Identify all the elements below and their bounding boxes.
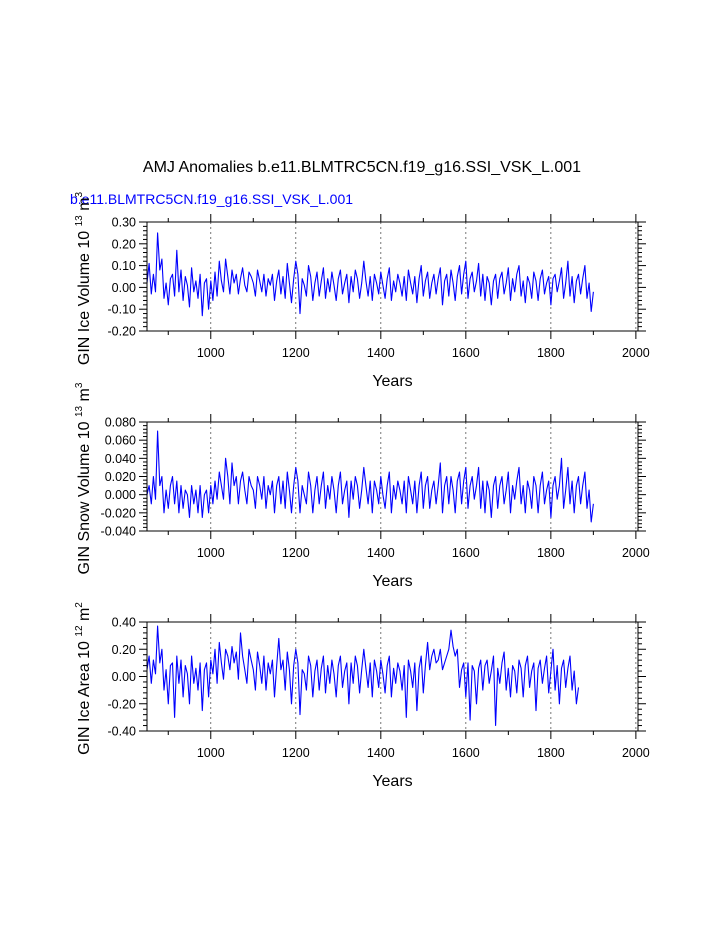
y-tick-label: 0.080 <box>105 416 136 430</box>
x-tick-label: 1800 <box>537 746 565 760</box>
x-tick-label: 1000 <box>197 346 225 360</box>
y-tick-label: 0.00 <box>112 670 136 684</box>
y-tick-label: 0.20 <box>112 643 136 657</box>
y-axis-title: GIN Ice Area 10 12 m2 <box>74 602 93 755</box>
series-line <box>146 430 594 523</box>
series-line <box>146 232 594 317</box>
y-tick-label: 0.020 <box>105 470 136 484</box>
x-tick-label: 1000 <box>197 746 225 760</box>
y-tick-label: -0.10 <box>108 303 137 317</box>
y-tick-label: 0.40 <box>112 616 136 630</box>
x-tick-label: 2000 <box>622 546 650 560</box>
x-tick-label: 1200 <box>282 346 310 360</box>
y-tick-label: 0.000 <box>105 488 136 502</box>
chart-panels: 1000 1200 1400 1600 1800 2000 -0.20 -0.10 0.00 0.… <box>74 191 650 790</box>
x-tick-label: 1600 <box>452 346 480 360</box>
chart-panel-1: 1000 1200 1400 1600 1800 2000 -0.20 -0.10 0.00 0.… <box>74 191 650 390</box>
y-tick-label: -0.040 <box>101 525 136 539</box>
x-tick-label: 1800 <box>537 346 565 360</box>
y-tick-label: 0.00 <box>112 281 136 295</box>
x-tick-label: 1000 <box>197 546 225 560</box>
y-tick-label: 0.060 <box>105 434 136 448</box>
y-tick-label: -0.40 <box>108 725 137 739</box>
figure-title: AMJ Anomalies b.e11.BLMTRC5CN.f19_g16.SS… <box>143 159 581 176</box>
chart-panel-2: 1000 1200 1400 1600 1800 2000 -0.040 -0.020 0.00… <box>74 382 650 590</box>
plot-frame <box>146 221 639 332</box>
y-tick-label: -0.20 <box>108 325 137 339</box>
y-tick-label: -0.020 <box>101 506 136 520</box>
y-axis-title: GIN Snow Volume 10 13 m3 <box>74 382 93 574</box>
x-tick-label: 1200 <box>282 546 310 560</box>
x-axis-title: Years <box>372 573 412 590</box>
y-tick-label: 0.10 <box>112 259 136 273</box>
x-tick-label: 1400 <box>367 346 395 360</box>
plot-frame <box>146 421 639 532</box>
x-tick-label: 1600 <box>452 746 480 760</box>
y-axis-title: GIN Ice Volume 10 13 m3 <box>74 191 93 365</box>
y-tick-label: -0.20 <box>108 697 137 711</box>
y-tick-label: 0.040 <box>105 452 136 466</box>
chart-panel-3: 1000 1200 1400 1600 1800 2000 -0.40 -0.20 0.00 0.… <box>74 602 650 790</box>
x-tick-label: 1400 <box>367 546 395 560</box>
x-tick-label: 1400 <box>367 746 395 760</box>
x-tick-label: 2000 <box>622 346 650 360</box>
x-tick-label: 1200 <box>282 746 310 760</box>
series-line <box>146 625 580 727</box>
x-axis-title: Years <box>372 773 412 790</box>
x-tick-label: 1600 <box>452 546 480 560</box>
x-tick-label: 1800 <box>537 546 565 560</box>
x-tick-label: 2000 <box>622 746 650 760</box>
y-tick-label: 0.20 <box>112 237 136 251</box>
x-axis-title: Years <box>372 373 412 390</box>
y-tick-label: 0.30 <box>112 216 136 230</box>
series-label: b.e11.BLMTRC5CN.f19_g16.SSI_VSK_L.001 <box>70 191 353 207</box>
